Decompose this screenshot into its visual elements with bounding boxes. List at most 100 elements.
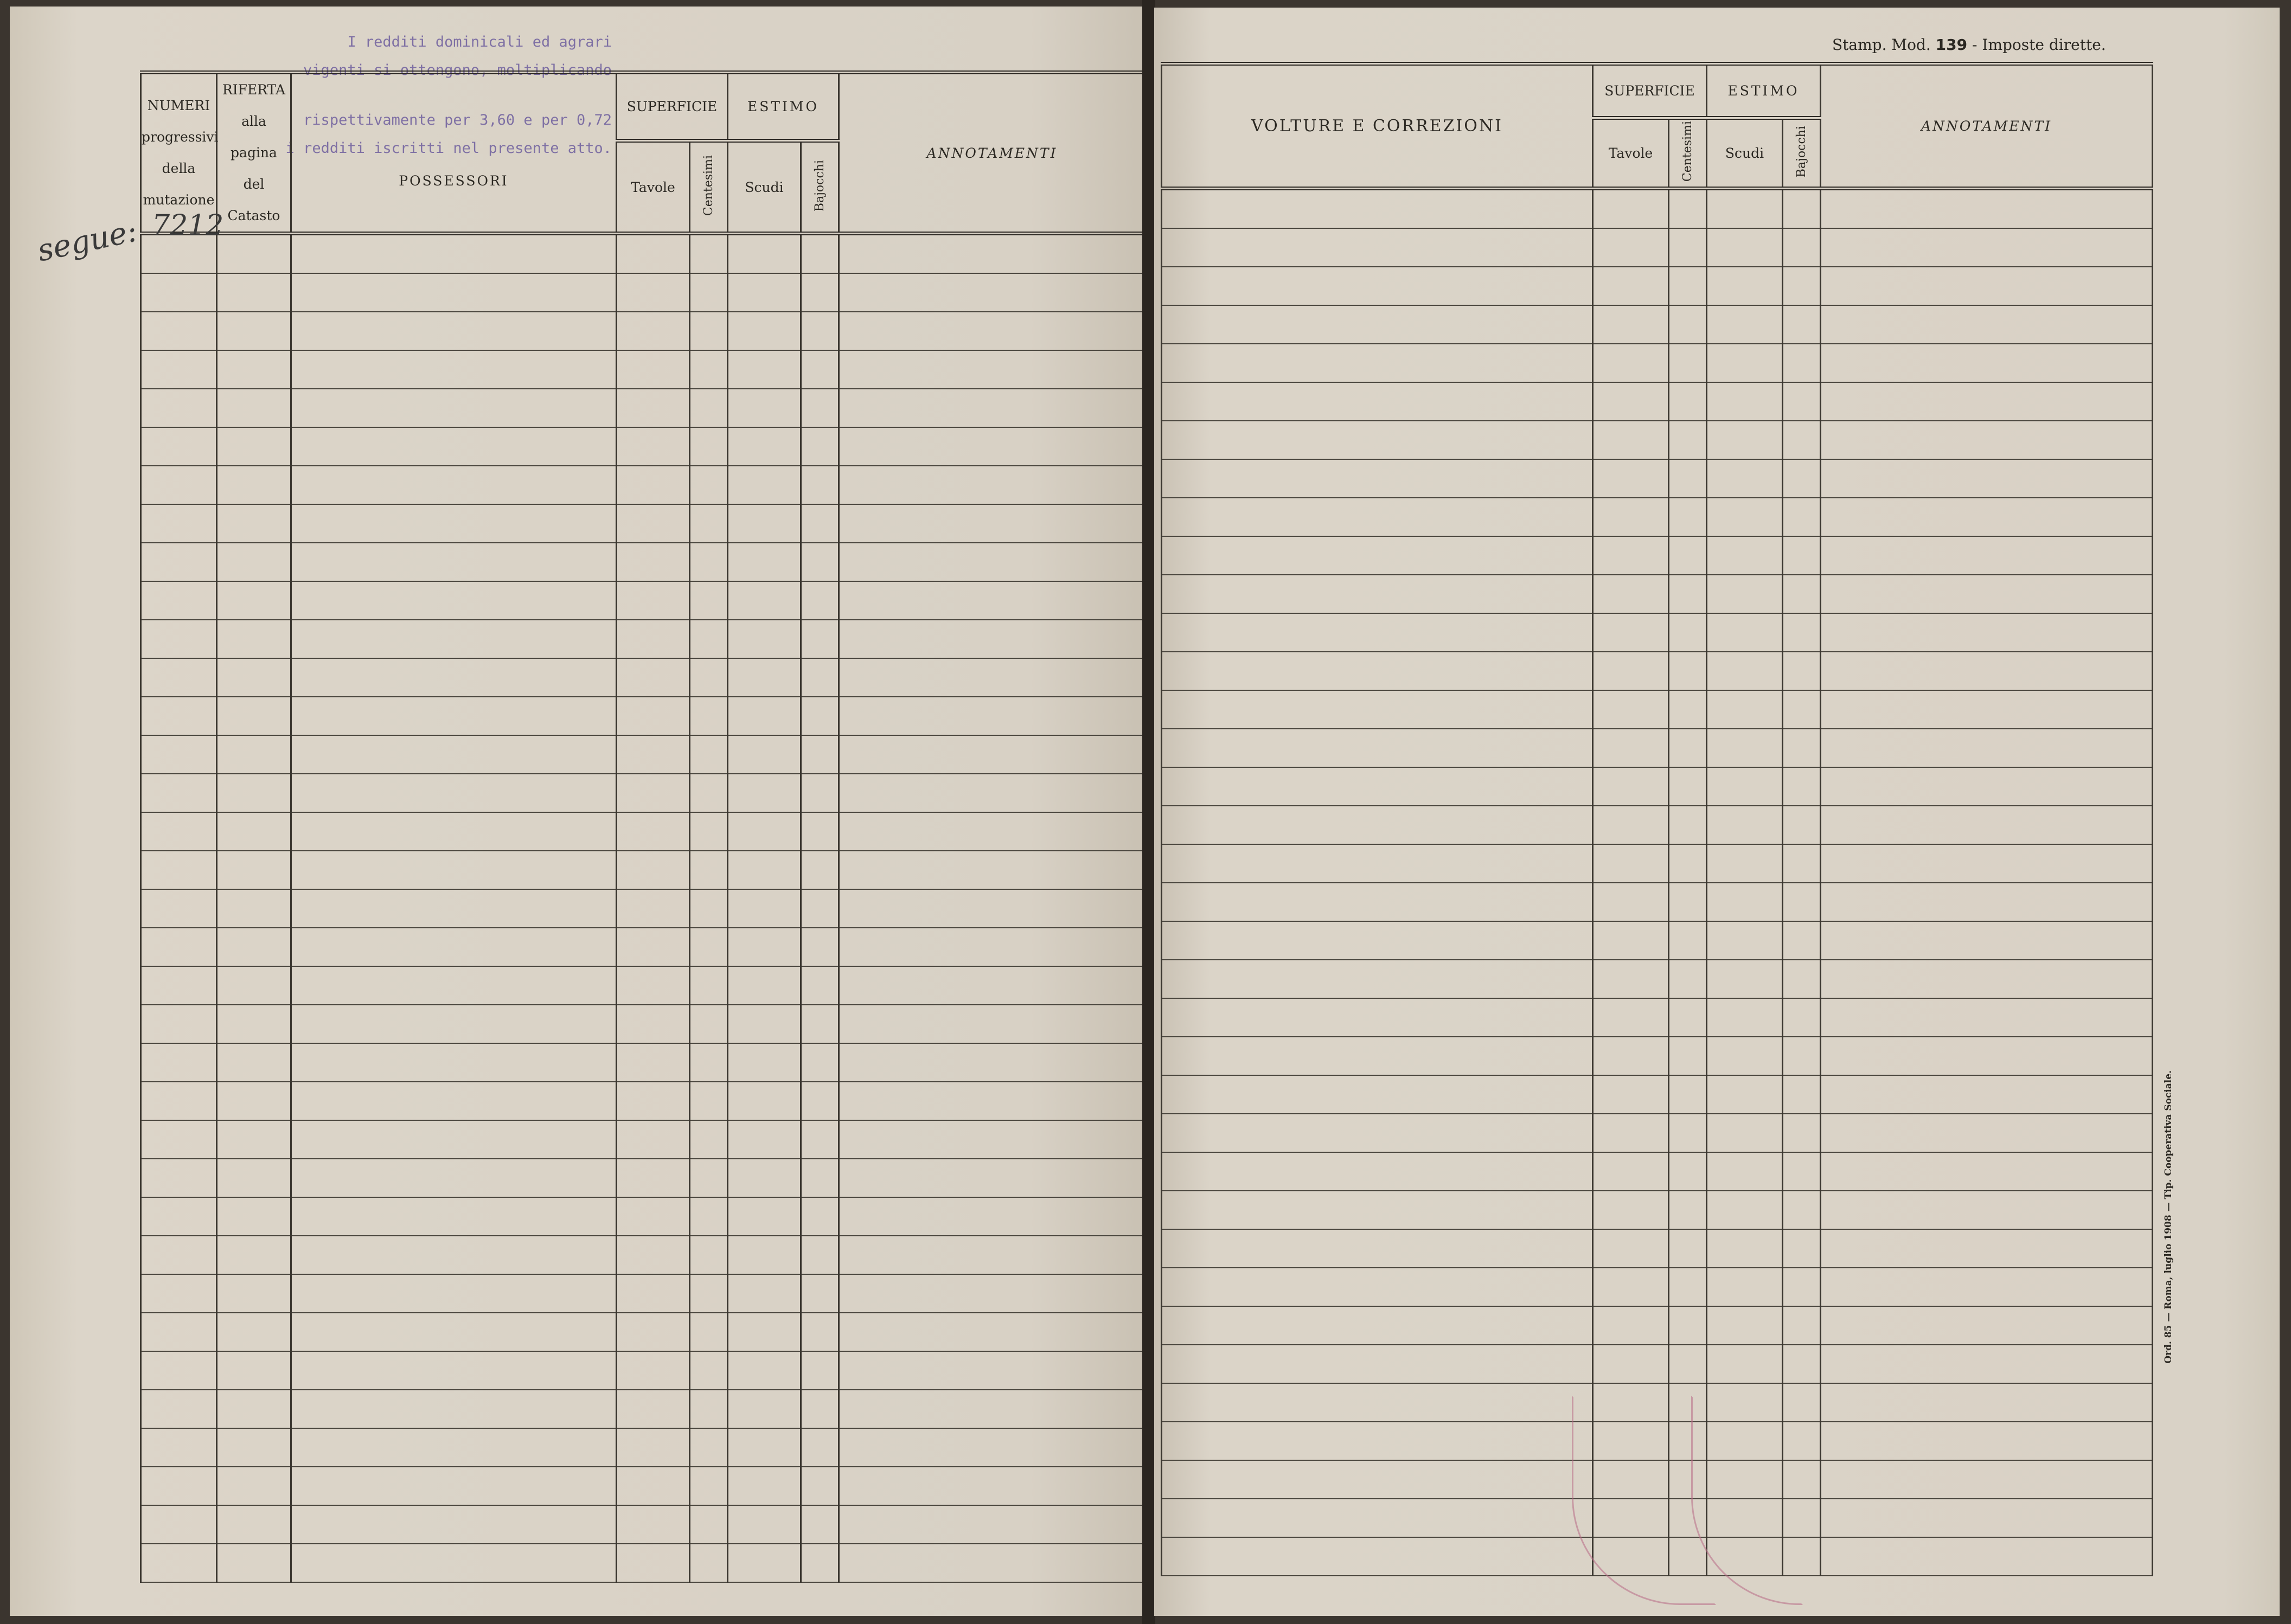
table-cell	[688, 581, 729, 620]
table-cell	[140, 774, 217, 813]
table-cell	[1667, 1306, 1708, 1345]
table-cell	[1161, 960, 1594, 999]
table-cell	[1782, 344, 1822, 383]
table-cell	[1820, 1037, 2153, 1076]
table-cell	[140, 350, 217, 389]
table-cell	[1667, 536, 1708, 575]
table-cell	[1667, 1229, 1708, 1268]
table-row	[140, 620, 1146, 659]
table-cell	[800, 1274, 840, 1313]
table-cell	[1820, 767, 2153, 806]
table-cell	[616, 1544, 690, 1583]
table-cell	[140, 1082, 217, 1121]
table-cell	[688, 233, 729, 274]
table-cell	[727, 543, 802, 582]
table-row	[1161, 1114, 2153, 1153]
table-cell	[290, 233, 617, 274]
table-cell	[616, 312, 690, 351]
table-cell	[727, 1505, 802, 1544]
table-cell	[800, 620, 840, 659]
table-cell	[290, 312, 617, 351]
table-cell	[688, 504, 729, 543]
table-cell	[140, 1505, 217, 1544]
table-cell	[1592, 652, 1669, 691]
table-cell	[800, 233, 840, 274]
table-cell	[727, 1043, 802, 1082]
table-cell	[1782, 767, 1822, 806]
table-row	[1161, 188, 2153, 229]
table-cell	[800, 1043, 840, 1082]
table-cell	[1592, 498, 1669, 537]
table-cell	[1782, 1229, 1822, 1268]
table-cell	[800, 966, 840, 1005]
table-cell	[1820, 188, 2153, 229]
table-cell	[838, 812, 1146, 851]
table-cell	[688, 928, 729, 967]
table-row	[1161, 1345, 2153, 1384]
table-cell	[1161, 188, 1594, 229]
table-cell	[140, 389, 217, 428]
table-cell	[727, 812, 802, 851]
table-cell	[1592, 883, 1669, 922]
table-cell	[838, 581, 1146, 620]
table-cell	[216, 851, 292, 890]
table-cell	[1161, 536, 1594, 575]
table-cell	[616, 1043, 690, 1082]
table-row	[140, 928, 1146, 967]
table-row	[140, 350, 1146, 389]
table-cell	[1782, 652, 1822, 691]
table-cell	[688, 273, 729, 312]
header-numeri: NUMERI progressivi della mutazione	[140, 70, 219, 235]
table-cell	[838, 1467, 1146, 1506]
table-cell	[140, 1159, 217, 1198]
table-cell	[616, 658, 690, 697]
table-cell	[1820, 1114, 2153, 1153]
table-cell	[838, 966, 1146, 1005]
table-row	[140, 1236, 1146, 1275]
table-row	[1161, 267, 2153, 306]
table-cell	[140, 1274, 217, 1313]
table-cell	[1782, 267, 1822, 306]
table-cell	[216, 581, 292, 620]
table-cell	[800, 1159, 840, 1198]
table-cell	[1667, 344, 1708, 383]
table-cell	[838, 1428, 1146, 1467]
table-cell	[1820, 652, 2153, 691]
table-cell	[216, 350, 292, 389]
table-cell	[1782, 883, 1822, 922]
table-cell	[1706, 344, 1784, 383]
table-cell	[290, 812, 617, 851]
table-cell	[616, 543, 690, 582]
table-row	[1161, 575, 2153, 614]
table-cell	[616, 966, 690, 1005]
table-cell	[800, 389, 840, 428]
table-cell	[216, 1274, 292, 1313]
table-cell	[290, 1390, 617, 1429]
table-row	[1161, 498, 2153, 537]
table-cell	[1592, 690, 1669, 729]
table-cell	[688, 1005, 729, 1044]
table-cell	[140, 1005, 217, 1044]
table-row	[1161, 1306, 2153, 1345]
table-cell	[1706, 921, 1784, 960]
table-cell	[688, 1236, 729, 1275]
header-superficie: SUPERFICIE	[1591, 62, 1708, 120]
table-cell	[216, 1351, 292, 1390]
table-cell	[616, 1390, 690, 1429]
table-cell	[616, 928, 690, 967]
table-cell	[688, 543, 729, 582]
table-cell	[727, 1467, 802, 1506]
table-cell	[800, 774, 840, 813]
table-cell	[1161, 1383, 1594, 1422]
table-cell	[800, 1197, 840, 1236]
table-cell	[290, 658, 617, 697]
table-cell	[616, 851, 690, 890]
header-tavole: Tavole	[616, 140, 690, 235]
table-cell	[1782, 1037, 1822, 1076]
table-cell	[1667, 844, 1708, 883]
table-row	[1161, 921, 2153, 960]
table-cell	[1592, 1114, 1669, 1153]
table-cell	[1706, 421, 1784, 460]
table-cell	[140, 273, 217, 312]
table-cell	[1667, 1191, 1708, 1230]
